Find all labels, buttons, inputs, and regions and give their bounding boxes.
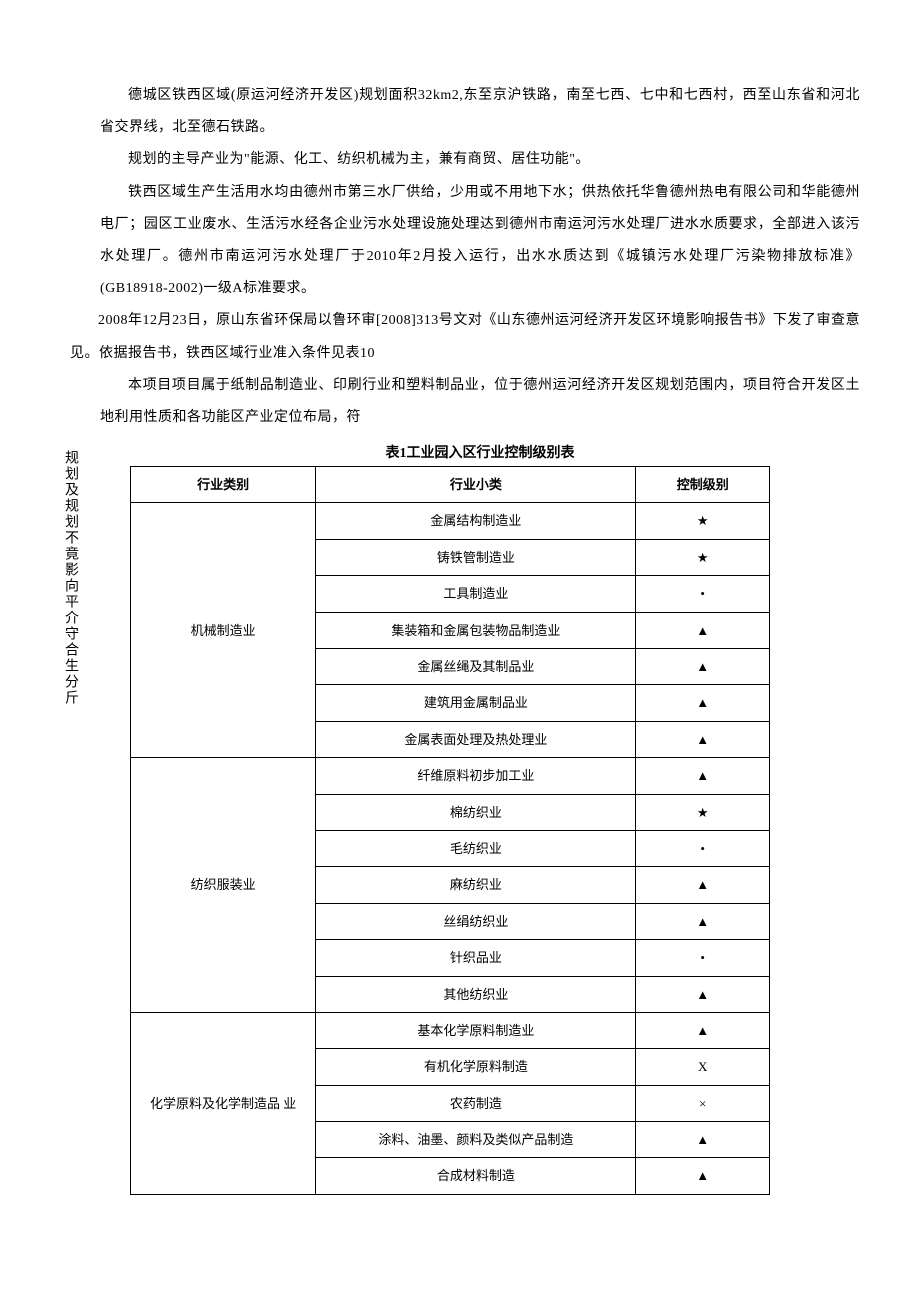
- cell-level: ★: [636, 539, 770, 575]
- paragraph-4: 2008年12月23日，原山东省环保局以鲁环审[2008]313号文对《山东德州…: [70, 305, 860, 369]
- cell-level: ▲: [636, 721, 770, 757]
- cell-subcategory: 集装箱和金属包装物品制造业: [316, 612, 636, 648]
- cell-level: ▲: [636, 758, 770, 794]
- cell-level: •: [636, 940, 770, 976]
- cell-level: ▲: [636, 976, 770, 1012]
- cell-subcategory: 丝绢纺织业: [316, 903, 636, 939]
- cell-level: ▲: [636, 1012, 770, 1048]
- cell-subcategory: 铸铁管制造业: [316, 539, 636, 575]
- table-row: 机械制造业金属结构制造业★: [131, 503, 770, 539]
- cell-subcategory: 毛纺织业: [316, 830, 636, 866]
- paragraph-3: 铁西区域生产生活用水均由德州市第三水厂供给，少用或不用地下水；供热依托华鲁德州热…: [100, 177, 860, 306]
- cell-level: ▲: [636, 612, 770, 648]
- cell-level: ★: [636, 794, 770, 830]
- cell-level: •: [636, 576, 770, 612]
- cell-subcategory: 合成材料制造: [316, 1158, 636, 1194]
- cell-subcategory: 涂料、油墨、颜料及类似产品制造: [316, 1122, 636, 1158]
- th-category: 行业类别: [131, 467, 316, 503]
- cell-level: ▲: [636, 903, 770, 939]
- cell-subcategory: 麻纺织业: [316, 867, 636, 903]
- industry-control-table: 行业类别 行业小类 控制级别 机械制造业金属结构制造业★铸铁管制造业★工具制造业…: [130, 466, 770, 1195]
- cell-subcategory: 针织品业: [316, 940, 636, 976]
- paragraph-2: 规划的主导产业为"能源、化工、纺织机械为主，兼有商贸、居住功能"。: [100, 144, 860, 176]
- cell-subcategory: 金属丝绳及其制品业: [316, 649, 636, 685]
- cell-subcategory: 建筑用金属制品业: [316, 685, 636, 721]
- cell-category: 化学原料及化学制造品 业: [131, 1012, 316, 1194]
- th-subcategory: 行业小类: [316, 467, 636, 503]
- table-row: 化学原料及化学制造品 业基本化学原料制造业▲: [131, 1012, 770, 1048]
- table-row: 纺织服装业纤维原料初步加工业▲: [131, 758, 770, 794]
- cell-subcategory: 有机化学原料制造: [316, 1049, 636, 1085]
- cell-level: ★: [636, 503, 770, 539]
- cell-category: 机械制造业: [131, 503, 316, 758]
- cell-level: ▲: [636, 867, 770, 903]
- cell-level: ▲: [636, 1158, 770, 1194]
- cell-subcategory: 基本化学原料制造业: [316, 1012, 636, 1048]
- cell-level: ×: [636, 1085, 770, 1121]
- table-header-row: 行业类别 行业小类 控制级别: [131, 467, 770, 503]
- cell-level: X: [636, 1049, 770, 1085]
- cell-subcategory: 其他纺织业: [316, 976, 636, 1012]
- cell-category: 纺织服装业: [131, 758, 316, 1013]
- cell-subcategory: 棉纺织业: [316, 794, 636, 830]
- cell-subcategory: 纤维原料初步加工业: [316, 758, 636, 794]
- cell-level: ▲: [636, 1122, 770, 1158]
- paragraph-1: 德城区铁西区域(原运河经济开发区)规划面积32km2,东至京沪铁路，南至七西、七…: [100, 80, 860, 144]
- cell-level: ▲: [636, 685, 770, 721]
- cell-subcategory: 工具制造业: [316, 576, 636, 612]
- table-caption: 表1工业园入区行业控制级别表: [100, 442, 860, 462]
- cell-subcategory: 农药制造: [316, 1085, 636, 1121]
- cell-subcategory: 金属结构制造业: [316, 503, 636, 539]
- cell-level: •: [636, 830, 770, 866]
- paragraph-5: 本项目项目属于纸制品制造业、印刷行业和塑料制品业，位于德州运河经济开发区规划范围…: [100, 370, 860, 434]
- th-level: 控制级别: [636, 467, 770, 503]
- vertical-side-label: 规划及规划不竟影向平介守合生分斤: [60, 450, 80, 1195]
- cell-level: ▲: [636, 649, 770, 685]
- cell-subcategory: 金属表面处理及热处理业: [316, 721, 636, 757]
